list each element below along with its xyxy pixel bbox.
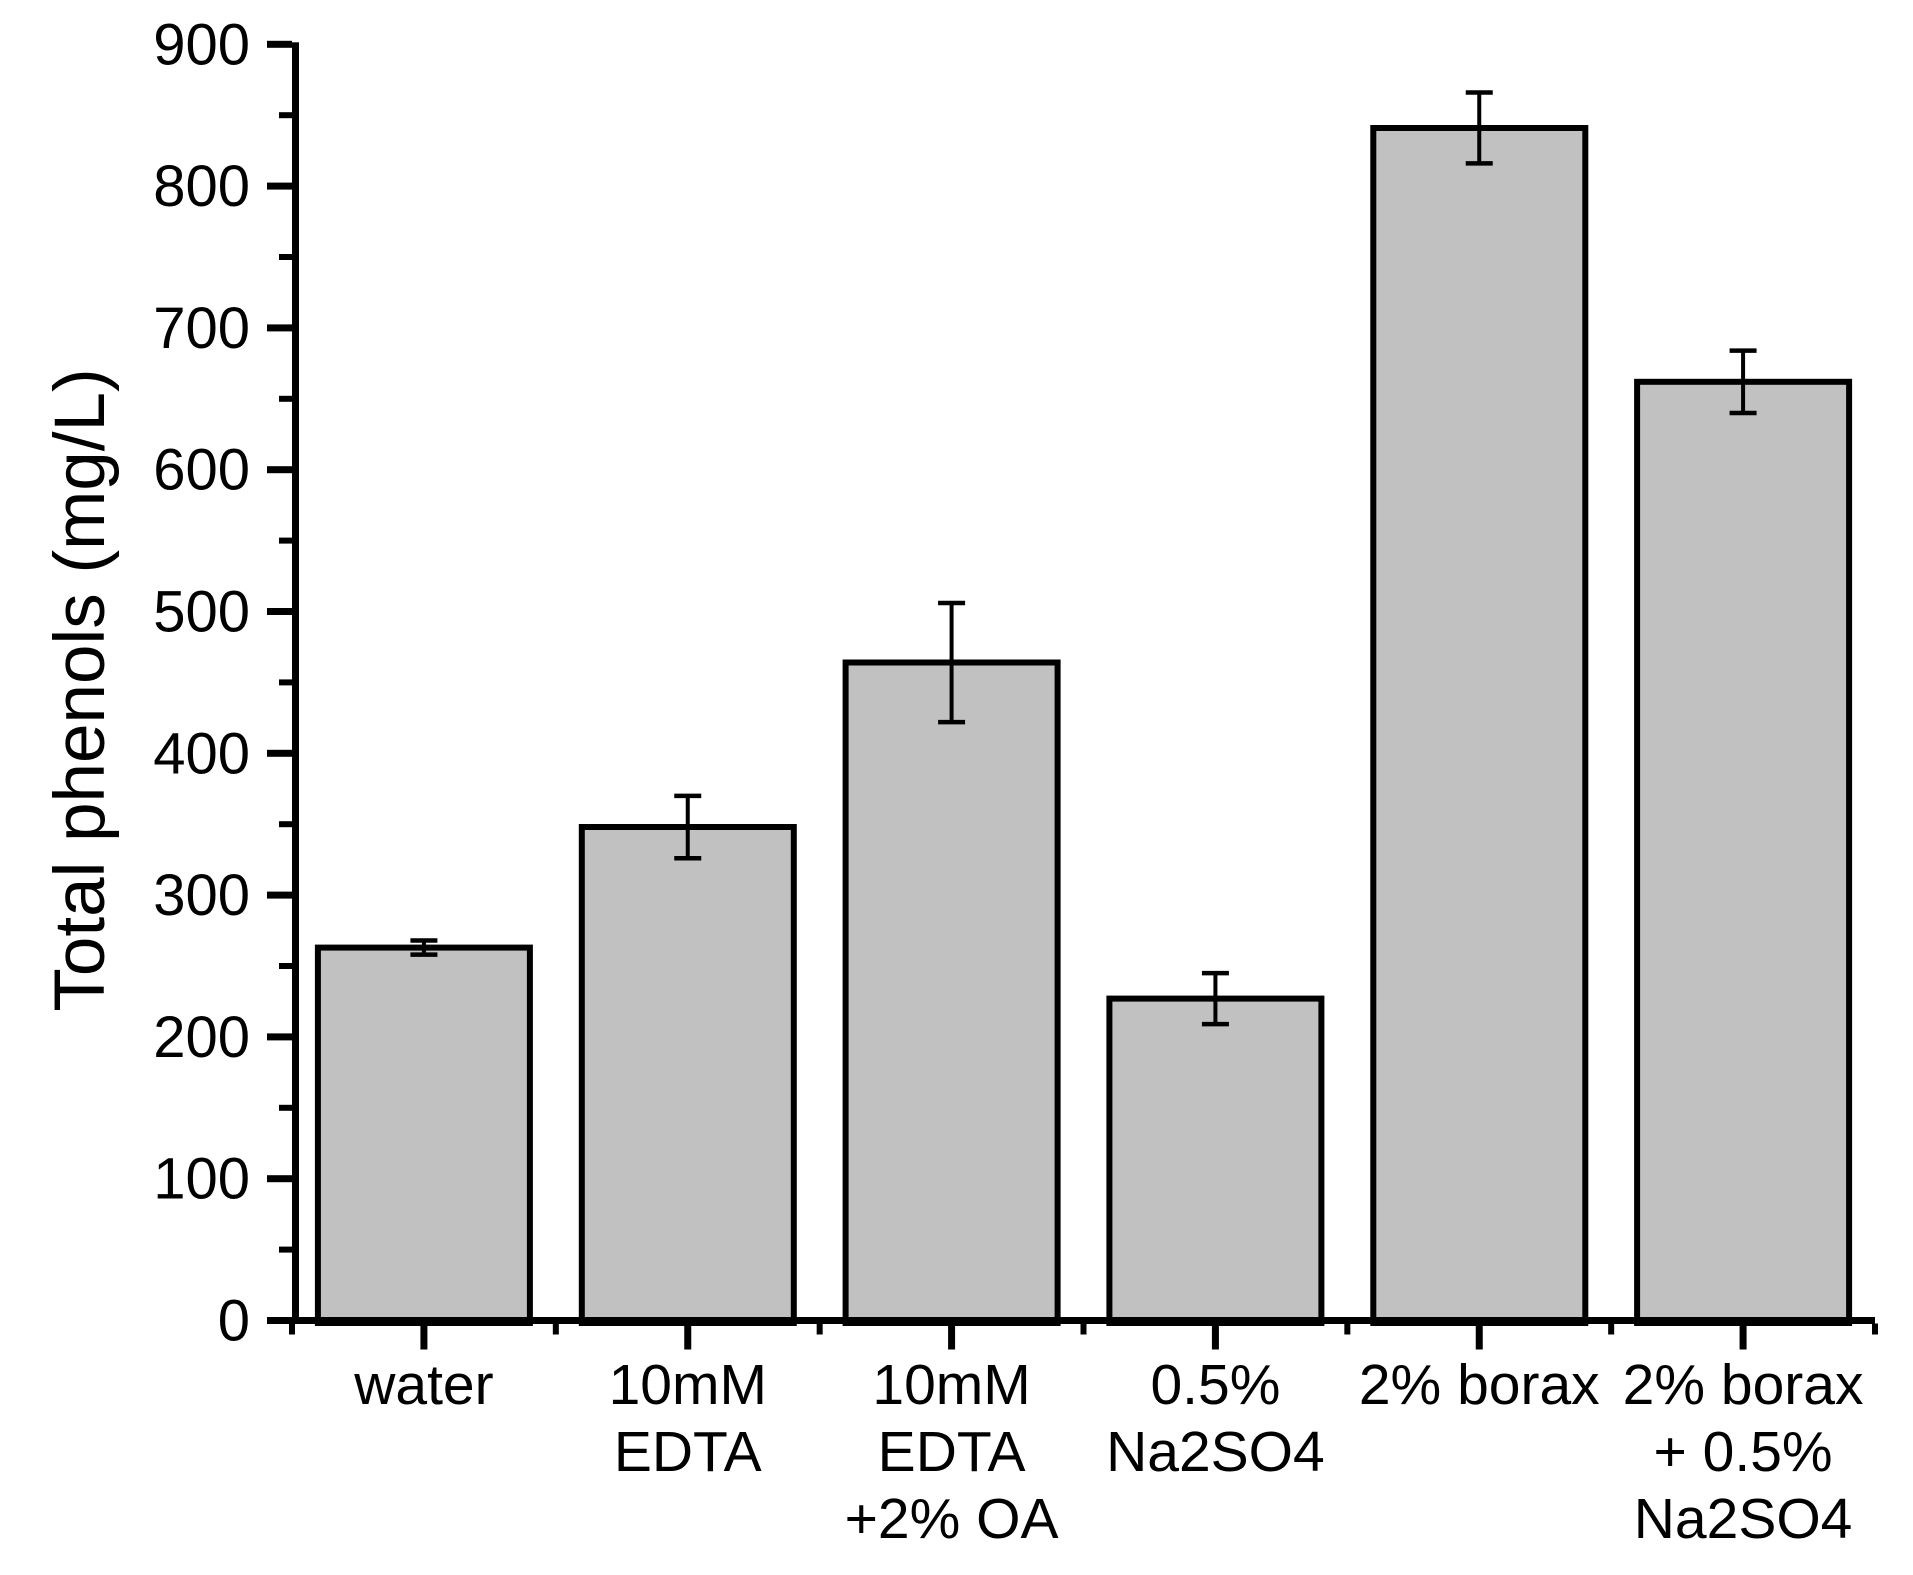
x-minor-tick: [1344, 1323, 1351, 1335]
bar: [1370, 125, 1589, 1326]
x-major-tick: [1475, 1323, 1483, 1350]
y-major-tick: [267, 608, 292, 615]
y-tick-label: 200: [153, 1005, 250, 1070]
x-category-label: 10mM: [872, 1353, 1030, 1417]
x-major-tick: [1211, 1323, 1219, 1350]
y-tick-label: 700: [153, 296, 250, 361]
x-category-label: EDTA: [614, 1420, 762, 1484]
y-tick-label: 800: [153, 154, 250, 219]
bar: [578, 824, 797, 1326]
x-minor-tick: [816, 1323, 823, 1335]
x-category-label: 10mM: [609, 1353, 767, 1417]
x-axis-line: [292, 1317, 1875, 1324]
y-tick-label: 400: [153, 721, 250, 786]
x-category-label: Na2SO4: [1106, 1420, 1325, 1484]
y-major-tick: [267, 324, 292, 332]
y-minor-tick: [279, 963, 292, 969]
x-category-label: +2% OA: [845, 1487, 1059, 1551]
y-major-tick: [267, 40, 292, 48]
y-axis-title: Total phenols (mg/L): [41, 368, 120, 1011]
y-tick-label: 0: [218, 1289, 250, 1354]
x-category-label: water: [353, 1353, 493, 1417]
x-category-label: EDTA: [878, 1420, 1026, 1484]
x-minor-tick: [552, 1323, 559, 1335]
bar: [1106, 995, 1325, 1326]
y-minor-tick: [279, 112, 292, 119]
y-major-tick: [267, 1175, 292, 1183]
x-category-label: + 0.5%: [1654, 1420, 1833, 1484]
x-category-label: 0.5%: [1150, 1353, 1280, 1417]
x-category-label: 2% borax: [1359, 1353, 1600, 1417]
y-minor-tick: [279, 1104, 292, 1111]
y-tick-label: 600: [153, 438, 250, 503]
y-major-tick: [267, 182, 292, 190]
x-major-tick: [948, 1323, 956, 1350]
y-axis-line: [292, 42, 299, 1324]
y-minor-tick: [279, 395, 292, 402]
y-minor-tick: [279, 821, 292, 828]
y-minor-tick: [279, 679, 292, 686]
y-major-tick: [267, 891, 292, 899]
y-tick-label: 100: [153, 1147, 250, 1212]
y-tick-label: 500: [153, 580, 250, 645]
x-major-tick: [420, 1323, 428, 1350]
y-minor-tick: [279, 1246, 292, 1253]
y-minor-tick: [279, 254, 292, 260]
bar: [1634, 378, 1853, 1326]
x-major-tick: [1739, 1323, 1747, 1350]
x-category-label: Na2SO4: [1634, 1487, 1853, 1551]
bar: [314, 944, 533, 1326]
x-category-label: 2% borax: [1623, 1353, 1864, 1417]
x-minor-tick: [1608, 1323, 1615, 1335]
y-tick-label: 900: [153, 12, 250, 77]
x-major-tick: [684, 1323, 692, 1350]
y-tick-label: 300: [153, 863, 250, 928]
y-major-tick: [267, 749, 292, 757]
x-minor-tick: [289, 1323, 295, 1335]
x-minor-tick: [1080, 1323, 1087, 1335]
bar: [842, 659, 1061, 1326]
x-minor-tick: [1872, 1323, 1878, 1335]
y-major-tick: [267, 466, 292, 474]
y-major-tick: [267, 1317, 292, 1324]
y-major-tick: [267, 1033, 292, 1041]
y-minor-tick: [279, 537, 292, 544]
